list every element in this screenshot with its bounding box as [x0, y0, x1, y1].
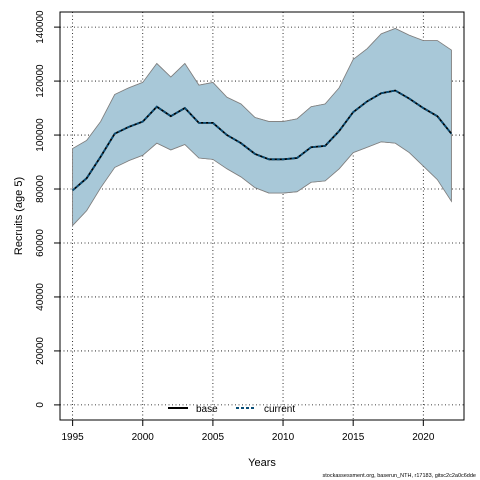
legend: base current: [168, 404, 295, 415]
legend-label-current: current: [264, 404, 295, 415]
y-tick-label-0: 0: [35, 402, 46, 408]
x-tick-label-2000: 2000: [132, 432, 155, 443]
plot-frame: [59, 11, 465, 421]
x-tick-label-2005: 2005: [202, 432, 225, 443]
footer-credit: stockassessment.org, baserun_NTH, r17183…: [323, 473, 476, 479]
y-tick-label-60000: 60000: [35, 229, 46, 257]
confidence-bands: [72, 28, 452, 227]
x-tick-label-2015: 2015: [342, 432, 365, 443]
series-line-current: [72, 89, 453, 192]
x-tick-label-1995: 1995: [62, 432, 85, 443]
series-lines: [72, 89, 453, 192]
legend-label-base: base: [196, 404, 218, 415]
x-axis-title: Years: [248, 457, 276, 469]
x-tick-label-2010: 2010: [272, 432, 295, 443]
band-current: [72, 28, 452, 227]
y-tick-label-100000: 100000: [35, 118, 46, 152]
y-tick-label-120000: 120000: [35, 64, 46, 98]
y-axis-ticks: 0 20000 40000 60000 80000 100000 120000 140000: [35, 10, 60, 408]
y-tick-label-80000: 80000: [35, 175, 46, 203]
x-axis-ticks: 1995 2000 2005 2010 2015 2020: [62, 420, 435, 443]
x-tick-label-2020: 2020: [412, 432, 435, 443]
y-tick-label-40000: 40000: [35, 283, 46, 311]
y-tick-label-140000: 140000: [35, 10, 46, 44]
y-axis-title: Recruits (age 5): [13, 177, 25, 255]
y-tick-label-20000: 20000: [35, 337, 46, 365]
